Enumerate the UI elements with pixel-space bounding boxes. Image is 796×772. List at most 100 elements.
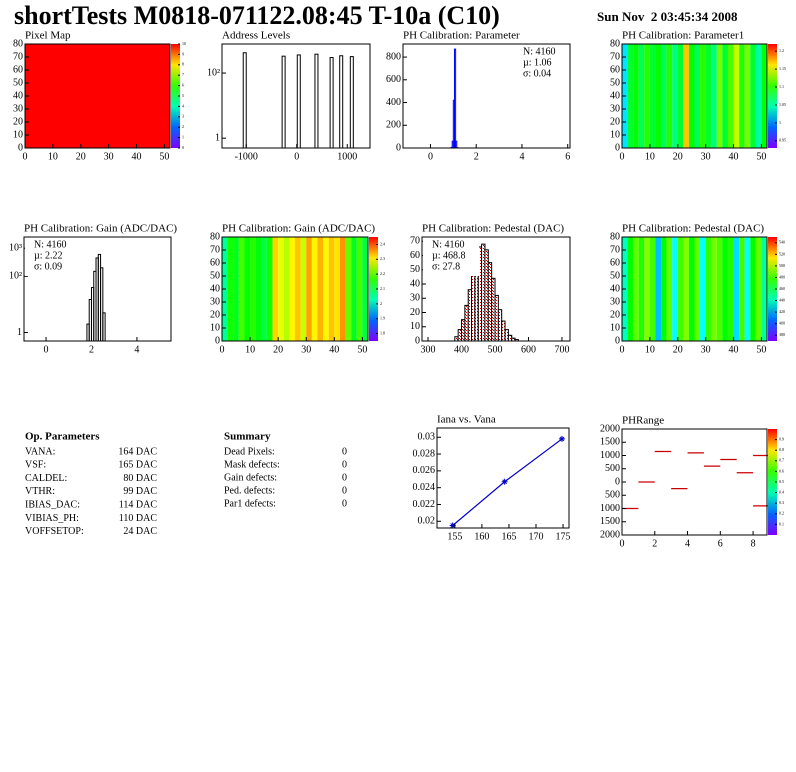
y-tick-label: 50	[13, 77, 23, 88]
table-title: Summary	[224, 431, 271, 443]
palette-label: 0.95	[779, 138, 786, 143]
heatmap-cell	[644, 44, 650, 148]
histogram-bar	[487, 262, 493, 342]
x-tick-label: 400	[454, 344, 469, 355]
panel-title: Pixel Map	[25, 30, 71, 42]
panel-title: Address Levels	[222, 30, 290, 42]
y-tick-label: 1000	[600, 503, 620, 514]
param-value: 165 DAC	[118, 460, 157, 471]
y-tick-label: 60	[210, 257, 220, 268]
stats-line: σ: 27.8	[432, 261, 460, 272]
palette-label: 520	[779, 251, 785, 256]
summary-value: 0	[342, 472, 347, 483]
heatmap-cell	[722, 237, 728, 341]
heatmap-cell	[233, 237, 239, 341]
stats-line: σ: 0.04	[523, 68, 551, 79]
heatmap-cell	[295, 237, 301, 341]
y-tick-label: 0	[396, 142, 401, 153]
x-tick-label: 10	[645, 151, 655, 162]
heatmap-cell	[733, 44, 740, 148]
palette-label: 1.9	[380, 316, 385, 321]
heatmap-cell	[677, 44, 684, 148]
palette-label: 0.8	[779, 447, 784, 452]
param-value: 110 DAC	[119, 513, 158, 524]
heatmap-cell	[633, 237, 639, 341]
y-tick-label: 20	[410, 307, 420, 318]
y-tick-label: 500	[605, 490, 620, 501]
panel-title: PHRange	[622, 415, 664, 427]
summary-value: 0	[342, 485, 347, 496]
heatmap-cell	[649, 44, 656, 148]
histogram-bar	[504, 329, 509, 342]
histogram-bar	[491, 277, 496, 342]
y-tick-label: 40	[610, 90, 620, 101]
palette-label: 2.4	[380, 241, 385, 246]
param-name: VANA:	[25, 446, 55, 457]
heatmap-cell	[711, 237, 717, 341]
stats-box	[423, 238, 479, 276]
palette-label: 440	[779, 297, 785, 302]
y-tick-label: 1500	[600, 437, 620, 448]
histogram-bar	[481, 243, 486, 342]
palette-label: 540	[779, 240, 785, 245]
x-tick-label: 0	[620, 538, 625, 549]
x-tick-label: 30	[701, 151, 711, 162]
heatmap-cell	[266, 237, 273, 341]
palette-label: 400	[779, 321, 785, 326]
x-tick-label: 165	[501, 531, 516, 542]
histogram-bar	[454, 336, 459, 342]
histogram-bar	[467, 289, 473, 342]
y-tick-label: 60	[410, 250, 420, 261]
y-tick-label: 50	[210, 270, 220, 281]
y-tick-label: 0.026	[413, 465, 436, 476]
heatmap-cell	[727, 44, 734, 148]
heatmap-cell	[633, 44, 639, 148]
palette-label: 0.4	[779, 490, 784, 495]
summary-label: Ped. defects:	[224, 485, 275, 496]
heatmap-cell	[683, 237, 689, 341]
heatmap-cell	[244, 237, 251, 341]
param-name: VTHR:	[25, 486, 55, 497]
y-tick-label: 50	[610, 77, 620, 88]
histogram-bar	[501, 320, 506, 342]
heatmap-cell	[666, 44, 673, 148]
palette-label: 1	[182, 135, 184, 140]
y-tick-label: 10	[610, 129, 620, 140]
heatmap-cell	[755, 44, 762, 148]
y-tick-label: 50	[610, 270, 620, 281]
heatmap-cell	[672, 44, 678, 148]
y-tick-label: 10	[610, 322, 620, 333]
palette-label: 6	[182, 83, 184, 88]
x-tick-label: 4	[685, 538, 690, 549]
y-tick-label: 20	[610, 116, 620, 127]
heatmap-cell	[666, 237, 673, 341]
heatmap-cell	[655, 237, 662, 341]
x-tick-label: 0	[23, 151, 28, 162]
palette-label: 3	[182, 114, 184, 119]
y-tick-label: 20	[610, 309, 620, 320]
y-tick-label: 70	[410, 236, 420, 247]
heatmap-cell	[362, 237, 368, 341]
heatmap-cell	[317, 237, 324, 341]
x-tick-label: 0	[294, 151, 299, 162]
palette-label: 0.6	[779, 468, 784, 473]
palette-label: 9	[182, 51, 184, 56]
x-tick-label: 20	[76, 151, 86, 162]
y-tick-label: 20	[13, 116, 23, 127]
y-tick-label: 60	[610, 257, 620, 268]
y-tick-label: 30	[610, 103, 620, 114]
y-tick-label: 10	[210, 322, 220, 333]
heatmap-cell	[683, 44, 689, 148]
heatmap-cell	[700, 237, 706, 341]
heatmap-cell	[661, 237, 667, 341]
palette-label: 0	[182, 145, 184, 150]
x-tick-label: 2	[652, 538, 657, 549]
x-tick-label: 700	[554, 344, 569, 355]
heatmap-cell	[655, 44, 662, 148]
y-tick-label: 30	[410, 293, 420, 304]
palette	[369, 237, 378, 341]
y-tick-label: 500	[605, 463, 620, 474]
y-tick-label: 60	[610, 64, 620, 75]
plot-area	[222, 44, 370, 148]
